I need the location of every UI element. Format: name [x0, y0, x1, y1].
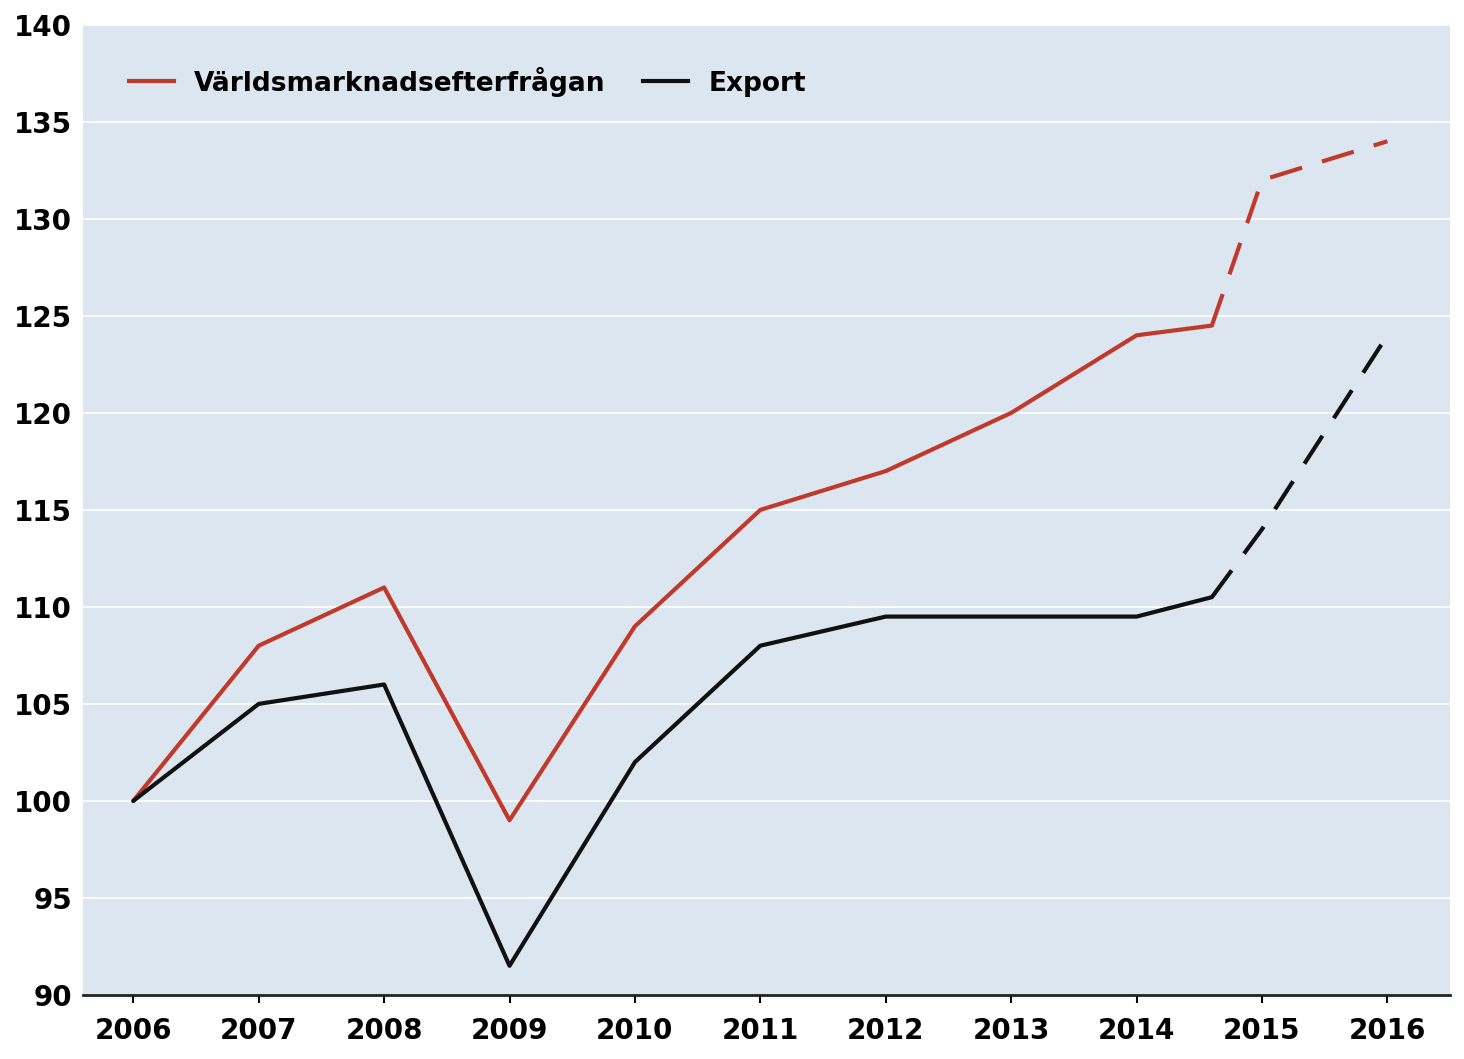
Legend: Världsmarknadsefterfrågan, Export: Världsmarknadsefterfrågan, Export	[110, 47, 826, 118]
